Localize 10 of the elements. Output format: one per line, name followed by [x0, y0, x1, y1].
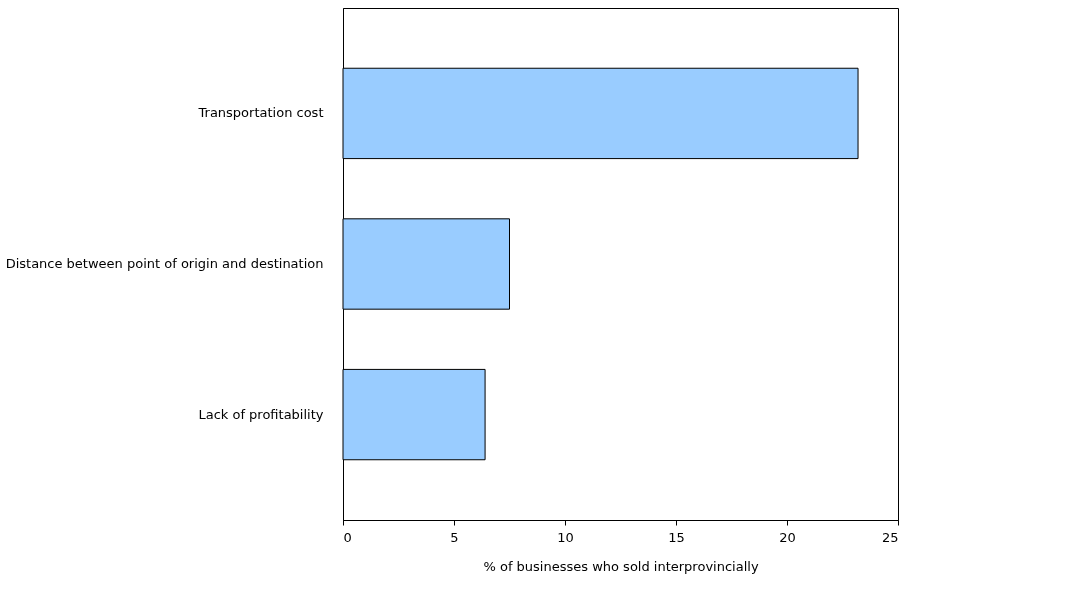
- x-tick-label: 10: [557, 529, 574, 545]
- x-tick-label: 0: [343, 529, 352, 545]
- x-tick-label: 15: [668, 529, 685, 545]
- y-tick-label: Distance between point of origin and destination: [5, 256, 324, 271]
- y-tick-label: Transportation cost: [197, 105, 324, 121]
- x-tick-label: 5: [450, 529, 459, 545]
- x-axis-title: % of businesses who sold interprovincially: [483, 558, 759, 574]
- y-tick-label: Lack of profitability: [198, 406, 324, 422]
- x-tick-label: 25: [881, 529, 899, 545]
- x-tick-label: 20: [779, 529, 796, 545]
